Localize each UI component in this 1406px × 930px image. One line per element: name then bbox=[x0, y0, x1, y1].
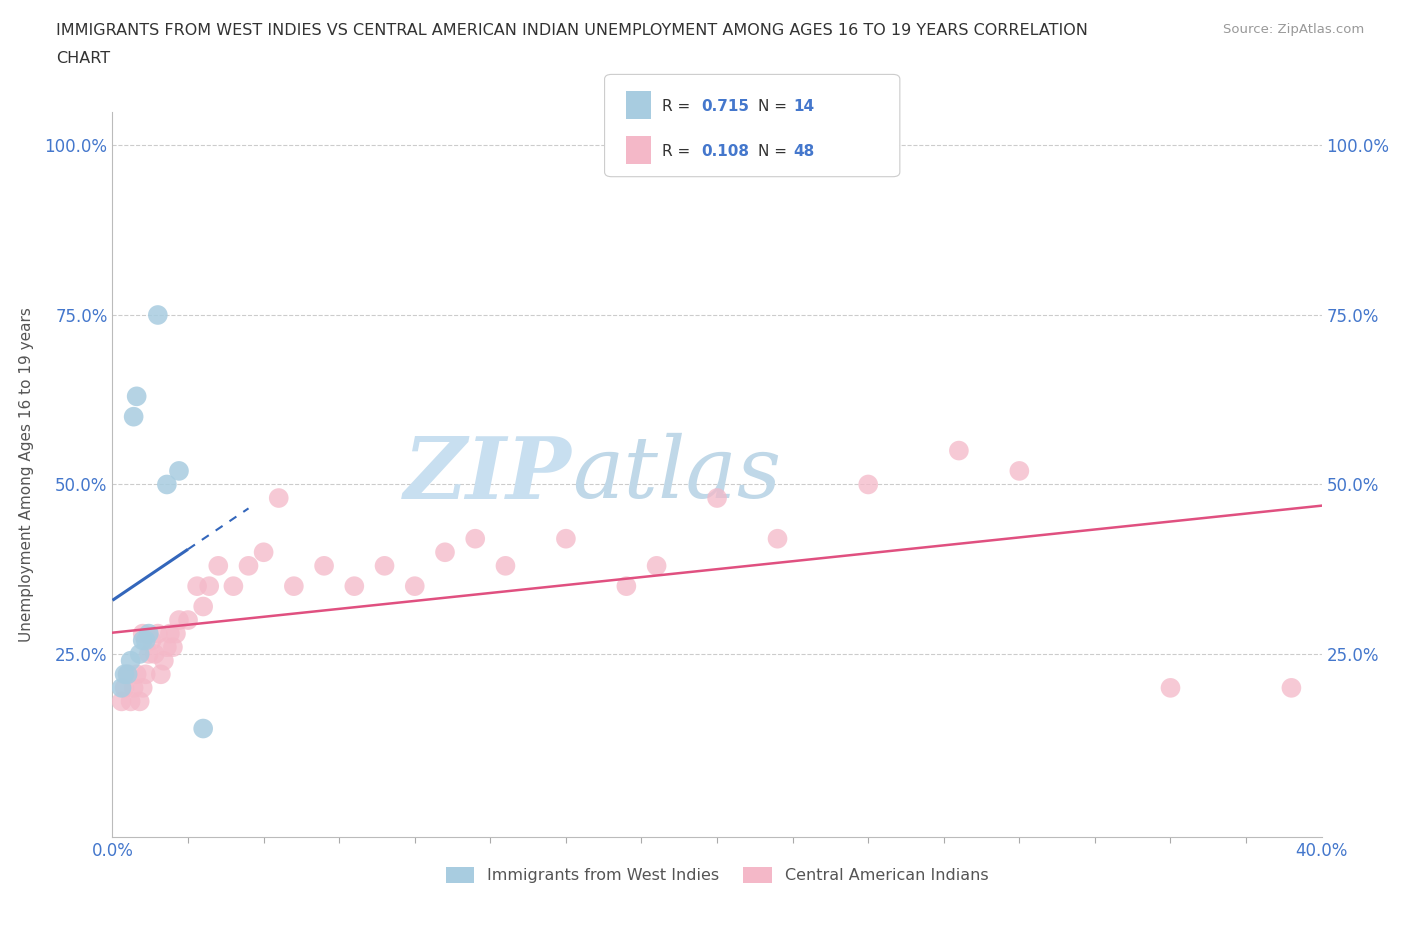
Point bbox=[149, 667, 172, 682]
Point bbox=[222, 578, 245, 593]
Text: 0.715: 0.715 bbox=[702, 100, 749, 114]
Point bbox=[120, 694, 142, 709]
Point bbox=[110, 681, 132, 696]
Text: CHART: CHART bbox=[56, 51, 110, 66]
Point bbox=[1159, 681, 1181, 696]
Y-axis label: Unemployment Among Ages 16 to 19 years: Unemployment Among Ages 16 to 19 years bbox=[18, 307, 34, 642]
Point bbox=[343, 578, 366, 593]
Point bbox=[706, 491, 728, 506]
Point bbox=[374, 558, 396, 573]
Point bbox=[948, 443, 970, 458]
Point bbox=[156, 477, 179, 492]
Point bbox=[143, 646, 166, 661]
Point bbox=[132, 633, 155, 648]
Point bbox=[645, 558, 668, 573]
Point bbox=[125, 667, 148, 682]
Point bbox=[156, 640, 179, 655]
Point bbox=[404, 578, 426, 593]
Point bbox=[132, 626, 155, 641]
Point bbox=[495, 558, 517, 573]
Point bbox=[616, 578, 638, 593]
Point bbox=[141, 633, 163, 648]
Text: R =: R = bbox=[662, 100, 696, 114]
Point bbox=[314, 558, 336, 573]
Point bbox=[117, 667, 139, 682]
Point bbox=[283, 578, 305, 593]
Point bbox=[146, 626, 169, 641]
Text: 14: 14 bbox=[793, 100, 814, 114]
Text: N =: N = bbox=[758, 100, 792, 114]
Point bbox=[138, 626, 160, 641]
Point bbox=[146, 308, 169, 323]
Text: R =: R = bbox=[662, 144, 696, 159]
Point bbox=[165, 626, 187, 641]
Point bbox=[766, 531, 789, 546]
Point bbox=[238, 558, 260, 573]
Text: 48: 48 bbox=[793, 144, 814, 159]
Point bbox=[191, 599, 214, 614]
Point bbox=[114, 667, 136, 682]
Point bbox=[122, 409, 145, 424]
Text: atlas: atlas bbox=[572, 433, 782, 515]
Legend: Immigrants from West Indies, Central American Indians: Immigrants from West Indies, Central Ame… bbox=[446, 867, 988, 883]
Point bbox=[135, 667, 157, 682]
Point bbox=[114, 681, 136, 696]
Point bbox=[117, 667, 139, 682]
Point bbox=[132, 681, 155, 696]
Text: IMMIGRANTS FROM WEST INDIES VS CENTRAL AMERICAN INDIAN UNEMPLOYMENT AMONG AGES 1: IMMIGRANTS FROM WEST INDIES VS CENTRAL A… bbox=[56, 23, 1088, 38]
Point bbox=[1279, 681, 1302, 696]
Point bbox=[162, 640, 184, 655]
Point bbox=[856, 477, 880, 492]
Point bbox=[110, 694, 132, 709]
Point bbox=[253, 545, 276, 560]
Point bbox=[138, 646, 160, 661]
Point bbox=[186, 578, 208, 593]
Point bbox=[554, 531, 576, 546]
Point bbox=[177, 613, 200, 628]
Point bbox=[128, 646, 150, 661]
Point bbox=[267, 491, 290, 506]
Point bbox=[433, 545, 456, 560]
Point bbox=[207, 558, 229, 573]
Point bbox=[128, 694, 150, 709]
Point bbox=[464, 531, 486, 546]
Point bbox=[135, 633, 157, 648]
Point bbox=[198, 578, 221, 593]
Point bbox=[167, 613, 190, 628]
Point bbox=[125, 389, 148, 404]
Text: 0.108: 0.108 bbox=[702, 144, 749, 159]
Point bbox=[1008, 463, 1031, 478]
Text: ZIP: ZIP bbox=[404, 432, 572, 516]
Point bbox=[120, 653, 142, 668]
Point bbox=[153, 653, 176, 668]
Text: Source: ZipAtlas.com: Source: ZipAtlas.com bbox=[1223, 23, 1364, 36]
Point bbox=[159, 626, 181, 641]
Point bbox=[122, 681, 145, 696]
Point bbox=[191, 721, 214, 736]
Point bbox=[167, 463, 190, 478]
Text: N =: N = bbox=[758, 144, 792, 159]
